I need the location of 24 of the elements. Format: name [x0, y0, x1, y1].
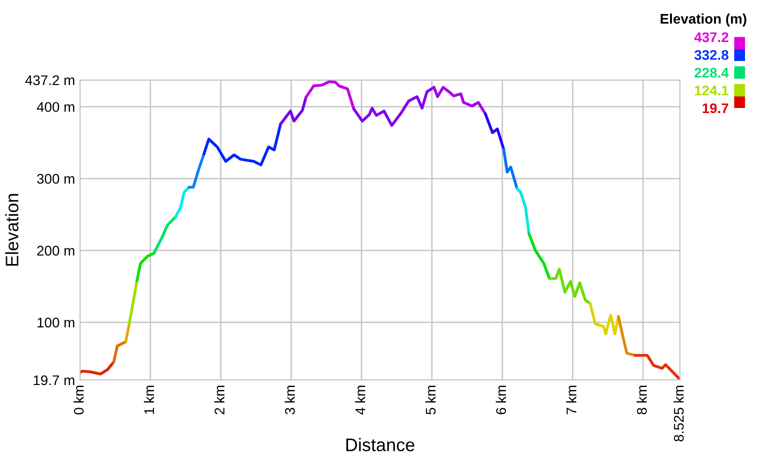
y-axis-title: Elevation — [5, 194, 18, 266]
y-tick-label: 200 m — [37, 246, 74, 256]
x-tick-label: 7 km — [566, 386, 576, 414]
x-tick-label: 6 km — [496, 386, 506, 414]
color-bar-label: 437.2 — [694, 32, 728, 42]
color-bar-title: Elevation (m) — [660, 14, 746, 26]
y-tick-label: 300 m — [37, 174, 74, 184]
y-tick-label: 437.2 m — [25, 75, 74, 86]
x-tick-label: 4 km — [355, 386, 366, 415]
y-tick-label: 100 m — [38, 318, 74, 328]
color-bar-label: 228.4 — [694, 68, 729, 78]
y-tick-label: 19.7 m — [34, 375, 74, 386]
x-tick-label: 3 km — [284, 386, 295, 414]
x-tick-label: 1 km — [144, 386, 154, 414]
x-tick-label: 8 km — [636, 386, 647, 414]
color-bar-label: 332.8 — [694, 50, 728, 60]
x-tick-label: 8.525 km — [674, 386, 684, 442]
x-tick-label: 2 km — [214, 386, 224, 414]
y-tick-label: 400 m — [36, 102, 74, 112]
color-bar-label: 19.7 — [702, 103, 728, 114]
x-tick-label: 5 km — [425, 386, 436, 414]
x-tick-label: 0 km — [74, 386, 84, 414]
color-bar-label: 124.1 — [694, 86, 728, 96]
x-axis-title: Distance — [346, 438, 414, 452]
